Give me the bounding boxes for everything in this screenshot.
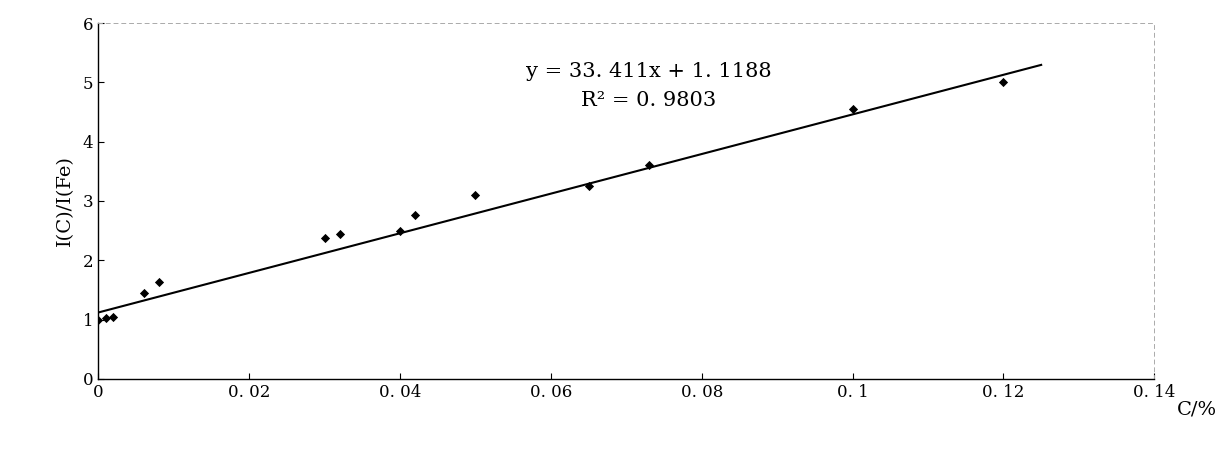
- Point: [578, 182, 598, 190]
- Point: [405, 212, 425, 219]
- X-axis label: C/%: C/%: [1176, 400, 1217, 418]
- Text: y = 33. 411x + 1. 1188: y = 33. 411x + 1. 1188: [526, 61, 771, 81]
- Point: [330, 230, 350, 237]
- Point: [465, 191, 485, 199]
- Point: [88, 316, 108, 323]
- Point: [842, 105, 862, 113]
- Text: R² = 0. 9803: R² = 0. 9803: [581, 91, 716, 110]
- Point: [639, 162, 658, 169]
- Point: [149, 278, 168, 286]
- Point: [993, 79, 1013, 86]
- Y-axis label: I(C)/I(Fe): I(C)/I(Fe): [56, 156, 75, 246]
- Point: [314, 235, 334, 242]
- Point: [96, 315, 115, 322]
- Point: [391, 227, 410, 234]
- Point: [134, 289, 154, 297]
- Point: [103, 313, 123, 320]
